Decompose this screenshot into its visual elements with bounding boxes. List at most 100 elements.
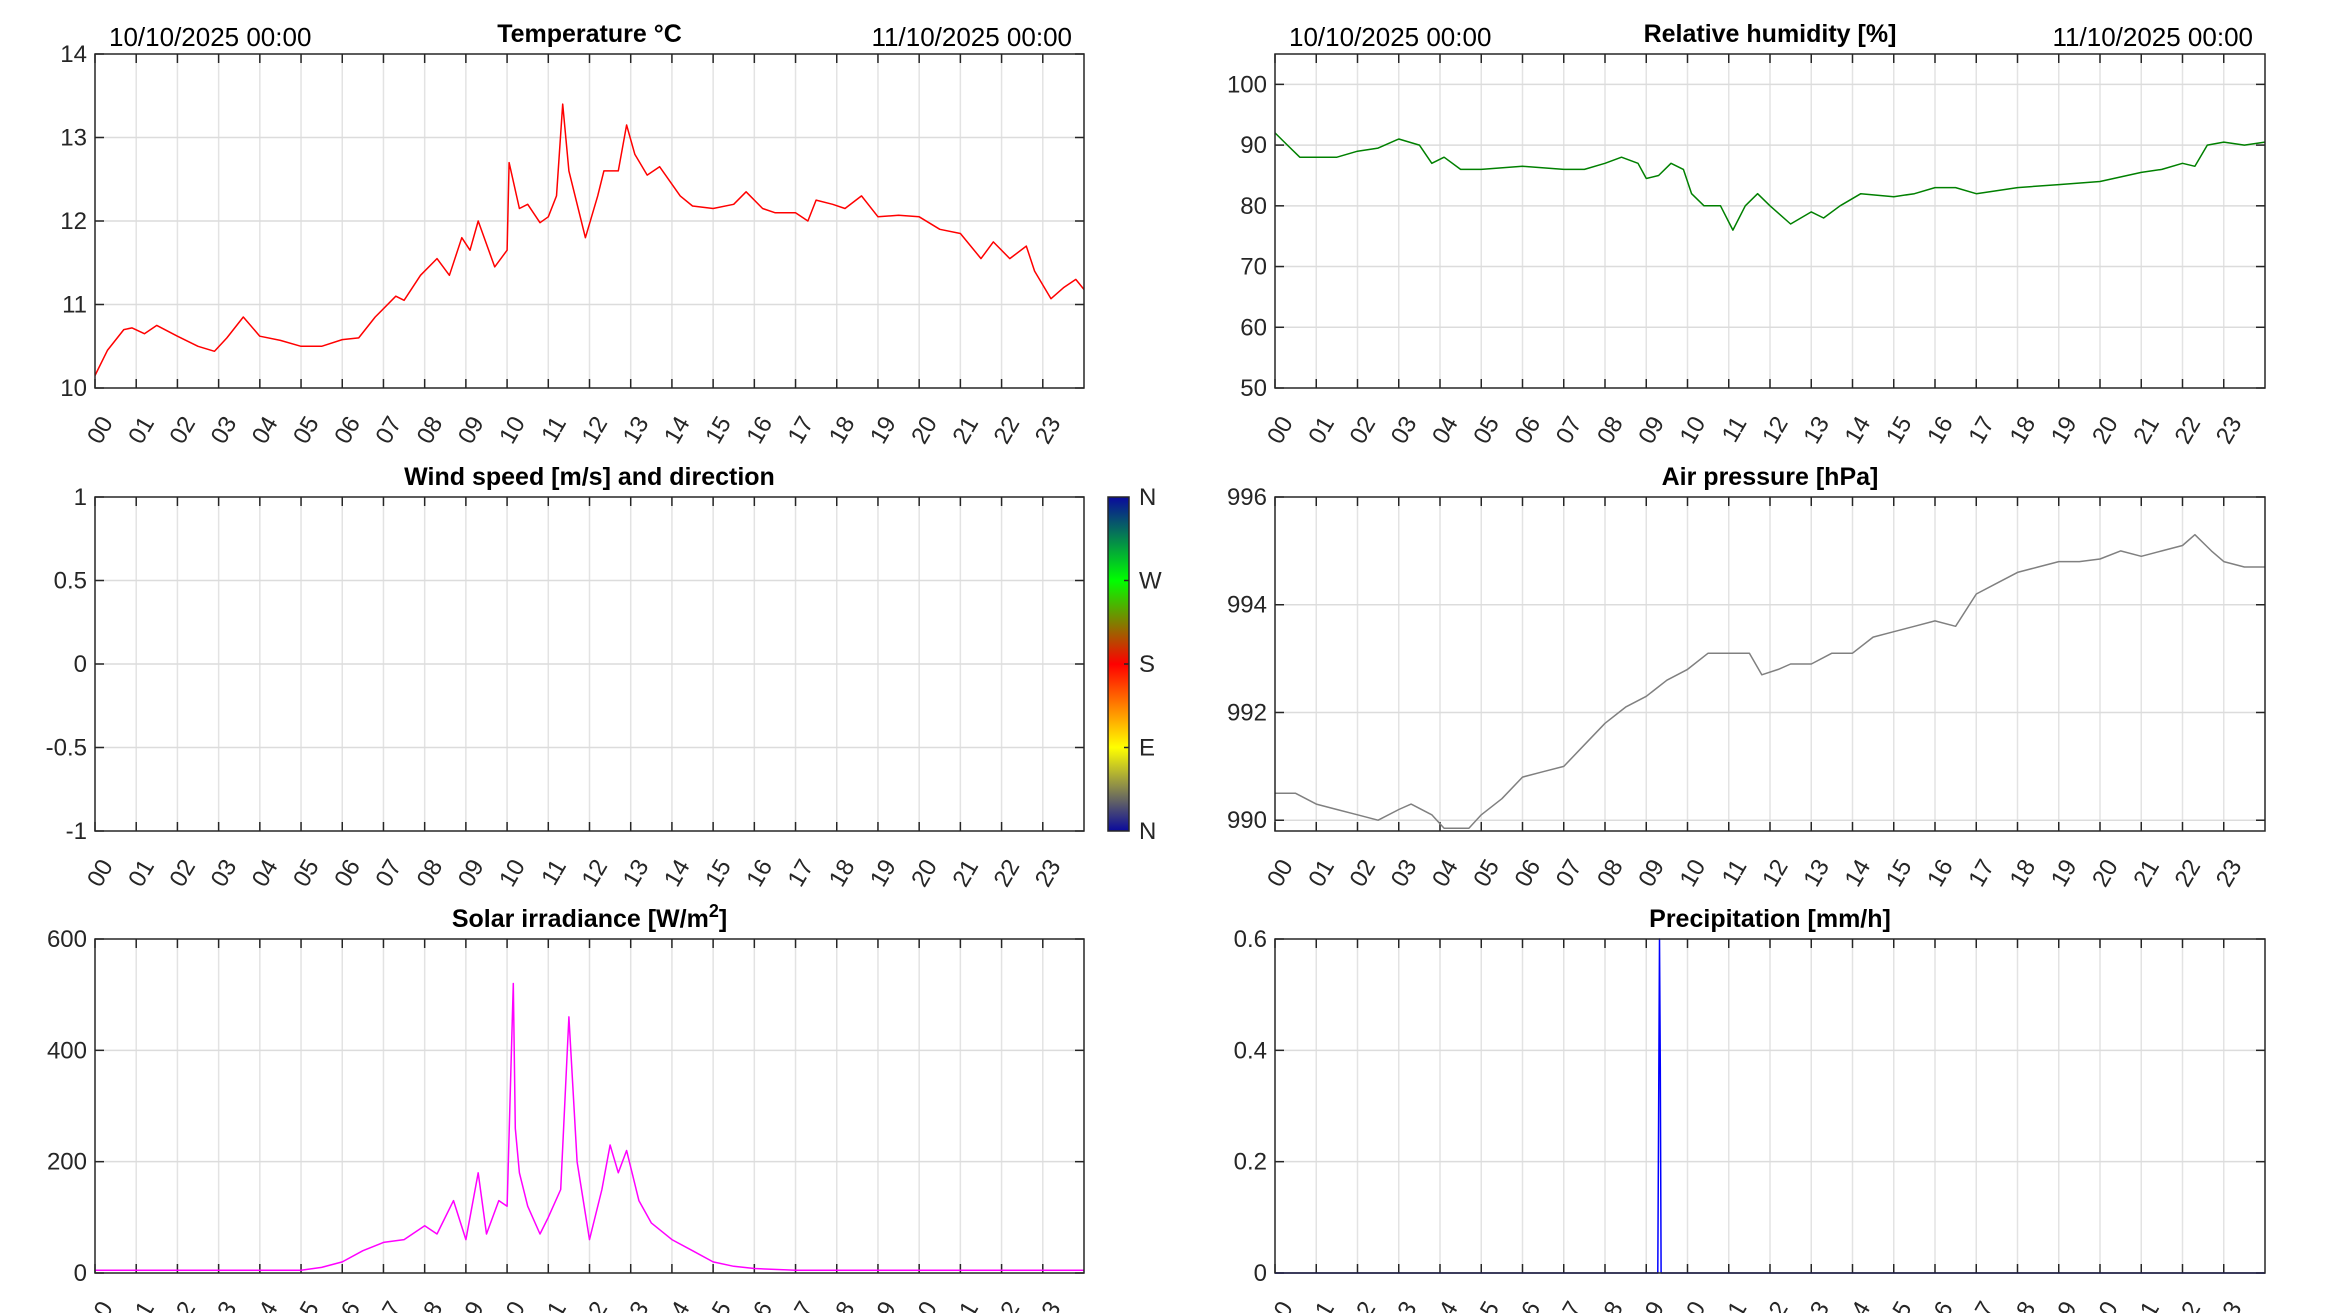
y-tick-label: 1 — [74, 484, 87, 511]
x-tick-label: 16 — [741, 412, 778, 449]
x-tick-label: 10 — [1675, 412, 1712, 449]
x-tick-label: 09 — [453, 412, 490, 449]
x-tick-label: 12 — [577, 1297, 614, 1313]
y-tick-label: 0 — [74, 651, 87, 678]
axes-box — [1274, 938, 2266, 1274]
title-text: Air pressure [hPa] — [1662, 463, 1879, 491]
x-tick-label: 05 — [1468, 412, 1505, 449]
x-tick-label: 13 — [1798, 1297, 1835, 1313]
x-tick-label: 11 — [1717, 1297, 1753, 1313]
chart-humidity: 00 01 02 03 04 05 06 07 08 09 10 11 12 13 14 15 16 17 18 19… — [1227, 20, 2266, 449]
y-tick-label: 50 — [1240, 375, 1267, 402]
x-tick-label: 10 — [494, 412, 531, 449]
x-tick-label: 00 — [82, 855, 119, 892]
chart-title: Air pressure [hPa] — [1662, 463, 1879, 491]
chart-title: Wind speed [m/s] and direction — [404, 463, 775, 491]
x-tick-label: 16 — [741, 855, 778, 892]
colorbar-label-N: N — [1139, 818, 1156, 845]
y-tick-label: 600 — [47, 926, 87, 953]
x-tick-label: 09 — [1633, 855, 1670, 892]
x-tick-label: 14 — [659, 855, 696, 892]
y-tick-label: 12 — [60, 208, 87, 235]
y-tick-label: 0 — [74, 1260, 87, 1287]
x-tick-label: 19 — [2046, 412, 2083, 449]
x-tick-label: 15 — [1881, 855, 1918, 892]
y-tick-label: 990 — [1227, 807, 1267, 834]
x-tick-label: 12 — [1757, 1297, 1794, 1313]
colorbar-label-W: W — [1139, 568, 1162, 595]
x-tick-label: 01 — [1303, 412, 1340, 449]
title-text: Precipitation [mm/h] — [1649, 905, 1891, 933]
x-tick-label: 06 — [329, 1297, 366, 1313]
y-tick-label: 400 — [47, 1037, 87, 1064]
x-tick-label: 22 — [2170, 1297, 2207, 1313]
y-tick-label: 11 — [62, 292, 87, 319]
y-tick-label: 992 — [1227, 699, 1267, 726]
x-tick-label: 20 — [906, 855, 943, 892]
chart-wind: 00 01 02 03 04 05 06 07 08 09 10 11 12 13 14 15 16 17 18 19… — [46, 463, 1162, 892]
x-tick-label: 11 — [536, 855, 572, 890]
x-tick-label: 13 — [618, 1297, 655, 1313]
x-tick-label: 14 — [1840, 412, 1877, 449]
title-text: Temperature °C — [497, 20, 682, 48]
x-tick-label: 23 — [2211, 1297, 2248, 1313]
x-tick-label: 04 — [1427, 412, 1464, 449]
x-tick-label: 13 — [1798, 412, 1835, 449]
series-line-humidity — [1274, 132, 2266, 231]
x-tick-label: 13 — [1798, 855, 1835, 892]
x-tick-label: 00 — [1262, 855, 1299, 892]
x-tick-label: 19 — [865, 412, 902, 449]
x-tick-label: 02 — [1345, 855, 1382, 892]
x-tick-label: 08 — [412, 1297, 449, 1313]
x-tick-label: 03 — [1386, 412, 1423, 449]
series-line-temperature — [94, 103, 1085, 376]
x-tick-label: 15 — [700, 855, 737, 892]
x-tick-label: 09 — [453, 855, 490, 892]
x-tick-label: 04 — [247, 1297, 284, 1313]
y-tick-label: 0.4 — [1234, 1037, 1267, 1064]
y-tick-label: 994 — [1227, 592, 1267, 619]
y-tick-label: 200 — [47, 1149, 87, 1176]
chart-solar: 0001020304050607080910111213141516171819… — [47, 901, 1085, 1313]
x-tick-label: 16 — [1922, 1297, 1959, 1313]
y-tick-label: 80 — [1240, 193, 1267, 220]
x-tick-label: 02 — [164, 1297, 201, 1313]
x-tick-label: 17 — [1963, 412, 2000, 449]
y-tick-label: 60 — [1240, 314, 1267, 341]
x-tick-label: 15 — [1881, 1297, 1918, 1313]
x-tick-label: 02 — [164, 855, 201, 892]
y-tick-label: 14 — [60, 41, 87, 68]
chart-title: Solar irradiance [W/m2] — [452, 901, 727, 933]
x-tick-label: 02 — [1345, 1297, 1382, 1313]
y-tick-label: 996 — [1227, 484, 1267, 511]
x-tick-label: 05 — [1468, 855, 1505, 892]
x-tick-label: 22 — [989, 412, 1026, 449]
x-tick-label: 23 — [2211, 412, 2248, 449]
x-tick-label: 23 — [1030, 412, 1067, 449]
x-tick-label: 12 — [1757, 855, 1794, 892]
y-tick-label: 0 — [1254, 1260, 1267, 1287]
x-tick-label: 15 — [1881, 412, 1918, 449]
x-tick-label: 01 — [1303, 1297, 1340, 1313]
axes-box — [1274, 53, 2266, 389]
x-tick-label: 06 — [1510, 1297, 1547, 1313]
x-tick-label: 00 — [1262, 412, 1299, 449]
x-tick-label: 06 — [329, 412, 366, 449]
x-tick-label: 01 — [1303, 855, 1340, 892]
title-end: ] — [719, 905, 727, 933]
x-tick-label: 05 — [288, 855, 325, 892]
x-tick-label: 05 — [288, 412, 325, 449]
x-tick-label: 01 — [123, 412, 160, 449]
title-superscript: 2 — [709, 901, 719, 921]
chart-title: Precipitation [mm/h] — [1649, 905, 1891, 933]
x-tick-label: 17 — [783, 1297, 820, 1313]
x-tick-label: 01 — [123, 1297, 160, 1313]
title-text: Wind speed [m/s] and direction — [404, 463, 775, 491]
x-tick-label: 10 — [1675, 1297, 1712, 1313]
x-tick-label: 21 — [947, 1297, 984, 1313]
x-tick-label: 10 — [1675, 855, 1712, 892]
x-tick-label: 17 — [783, 855, 820, 892]
x-tick-label: 08 — [1592, 1297, 1629, 1313]
x-tick-label: 15 — [700, 1297, 737, 1313]
